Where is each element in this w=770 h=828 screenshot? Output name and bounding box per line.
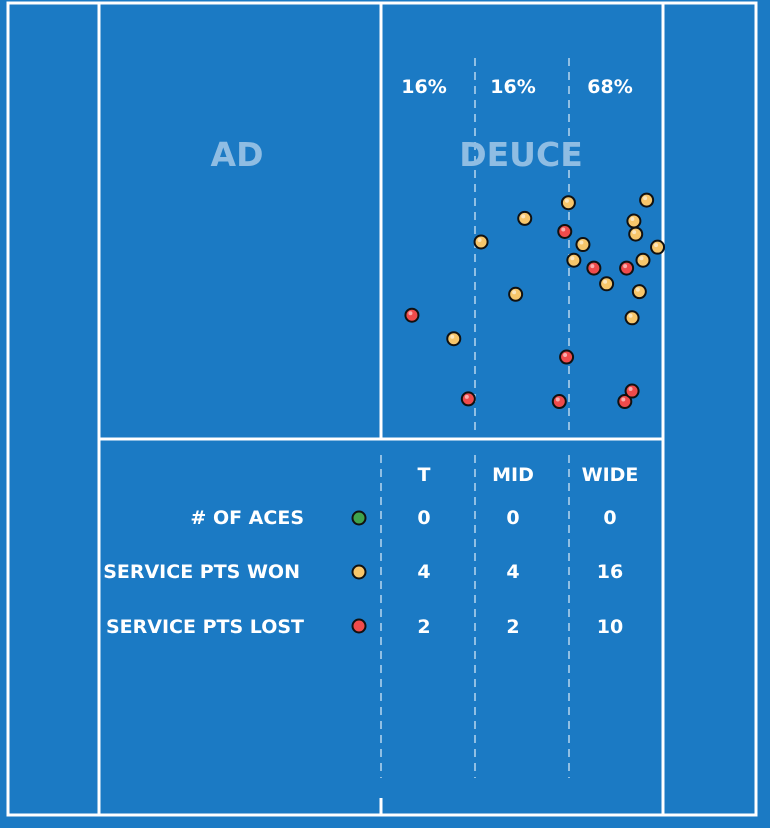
- col-header-t: T: [418, 464, 431, 486]
- serve-point-won: [517, 210, 533, 226]
- serve-point-won: [635, 252, 651, 268]
- serve-point-highlight: [464, 394, 469, 399]
- serve-point-highlight: [643, 196, 648, 201]
- serve-point-marker: [619, 260, 635, 276]
- serve-point-marker: [404, 307, 420, 323]
- serve-point-highlight: [521, 214, 526, 219]
- serve-point-won: [626, 213, 642, 229]
- col-header-mid: MID: [492, 464, 534, 486]
- serve-point-marker: [551, 394, 567, 410]
- serve-point-marker: [508, 286, 524, 302]
- zone-pct-wide: 68%: [587, 76, 632, 98]
- won-wide: 16: [597, 561, 623, 583]
- serve-point-marker: [650, 239, 666, 255]
- serve-point-won: [599, 276, 615, 292]
- serve-point-marker: [566, 252, 582, 268]
- serve-point-marker: [586, 260, 602, 276]
- serve-point-marker: [599, 276, 615, 292]
- serve-point-marker: [626, 213, 642, 229]
- aces-t: 0: [417, 507, 430, 529]
- aces-mid: 0: [506, 507, 519, 529]
- serve-point-lost: [551, 394, 567, 410]
- serve-point-won: [575, 237, 591, 253]
- serve-point-won: [508, 286, 524, 302]
- serve-point-highlight: [603, 279, 608, 284]
- serve-point-lost: [460, 391, 476, 407]
- serve-point-highlight: [628, 387, 633, 392]
- serve-point-lost: [559, 349, 575, 365]
- serve-point-highlight: [635, 287, 640, 292]
- deuce-box-label: DEUCE: [459, 135, 583, 174]
- serve-point-lost: [404, 307, 420, 323]
- serve-point-marker: [557, 223, 573, 239]
- serve-point-highlight: [632, 230, 637, 235]
- row-label-aces: # OF ACES: [190, 507, 304, 529]
- serve-point-marker: [446, 331, 462, 347]
- serve-point-highlight: [579, 240, 584, 245]
- serve-point-marker: [560, 195, 576, 211]
- serve-point-won: [566, 252, 582, 268]
- serve-point-won: [631, 284, 647, 300]
- serve-point-marker: [473, 234, 489, 250]
- serve-point-won: [639, 192, 655, 208]
- row-label-pts-won: SERVICE PTS WON: [103, 561, 300, 583]
- serve-point-won: [650, 239, 666, 255]
- serve-point-highlight: [477, 237, 482, 242]
- serve-point-won: [560, 195, 576, 211]
- serve-point-marker: [617, 394, 633, 410]
- legend-marker-ace: [351, 510, 367, 526]
- serve-point-lost: [617, 394, 633, 410]
- serve-point-highlight: [654, 243, 659, 248]
- zone-pct-t: 16%: [401, 76, 446, 98]
- serve-point-won: [473, 234, 489, 250]
- serve-point-lost: [624, 383, 640, 399]
- serve-point-highlight: [590, 264, 595, 269]
- serve-point-highlight: [561, 227, 566, 232]
- serve-point-marker: [575, 237, 591, 253]
- serve-point-highlight: [639, 256, 644, 261]
- serve-point-highlight: [512, 290, 517, 295]
- serve-points: [404, 192, 666, 410]
- serve-point-won: [446, 331, 462, 347]
- serve-point-won: [624, 310, 640, 326]
- serve-point-highlight: [555, 397, 560, 402]
- row-label-pts-lost: SERVICE PTS LOST: [106, 616, 304, 638]
- lost-mid: 2: [506, 616, 519, 638]
- serve-point-marker: [559, 349, 575, 365]
- won-t: 4: [417, 561, 430, 583]
- serve-point-lost: [557, 223, 573, 239]
- zone-pct-mid: 16%: [490, 76, 535, 98]
- legend-marker-lost: [351, 618, 367, 634]
- serve-point-won: [628, 226, 644, 242]
- serve-point-highlight: [570, 256, 575, 261]
- serve-point-lost: [586, 260, 602, 276]
- serve-point-highlight: [563, 353, 568, 358]
- serve-point-marker: [628, 226, 644, 242]
- legend-marker-won: [351, 564, 367, 580]
- aces-wide: 0: [603, 507, 616, 529]
- serve-point-marker: [635, 252, 651, 268]
- lost-t: 2: [417, 616, 430, 638]
- serve-point-marker: [624, 383, 640, 399]
- serve-point-highlight: [623, 264, 628, 269]
- court-lines: [6, 1, 758, 817]
- serve-point-marker: [639, 192, 655, 208]
- serve-point-highlight: [628, 313, 633, 318]
- won-mid: 4: [506, 561, 519, 583]
- serve-point-marker: [517, 210, 533, 226]
- lost-wide: 10: [597, 616, 623, 638]
- serve-point-marker: [624, 310, 640, 326]
- serve-point-highlight: [621, 397, 626, 402]
- ad-box-label: AD: [211, 135, 264, 174]
- serve-point-highlight: [564, 198, 569, 203]
- serve-point-marker: [460, 391, 476, 407]
- col-header-wide: WIDE: [582, 464, 639, 486]
- serve-point-lost: [619, 260, 635, 276]
- serve-point-highlight: [630, 217, 635, 222]
- serve-point-marker: [631, 284, 647, 300]
- serve-point-highlight: [450, 334, 455, 339]
- serve-point-highlight: [408, 311, 413, 316]
